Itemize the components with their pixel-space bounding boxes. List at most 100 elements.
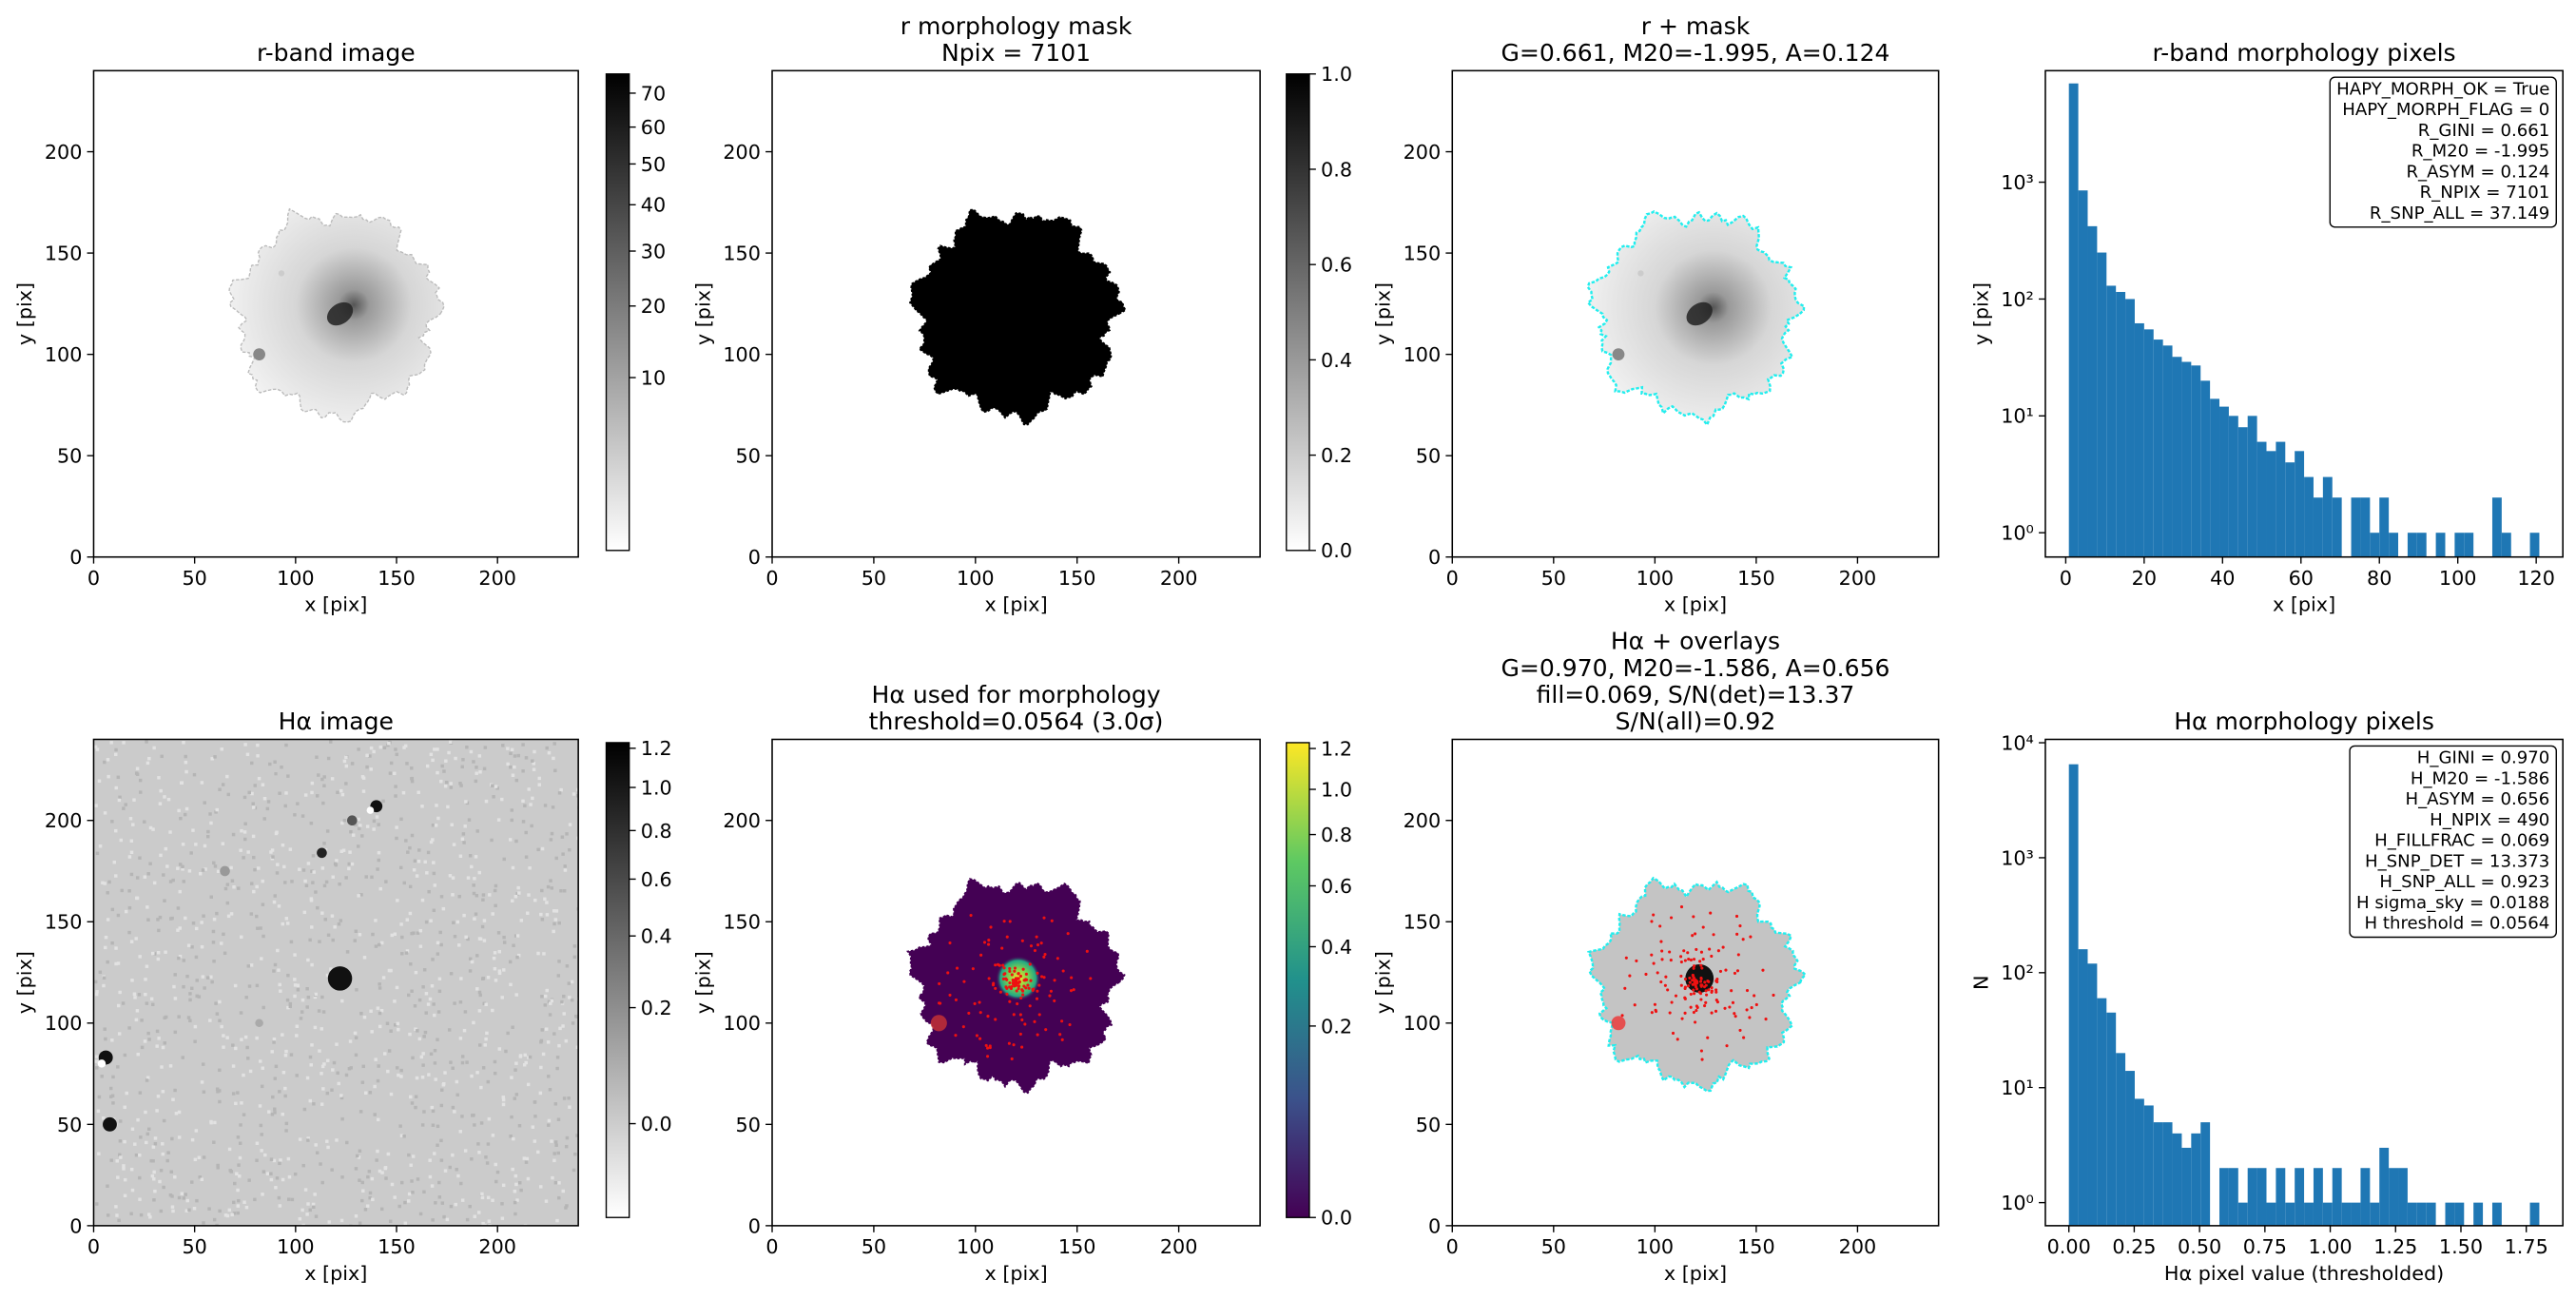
- mask-pixel: [1035, 997, 1039, 1000]
- noise: [555, 1056, 560, 1059]
- noise: [558, 1026, 562, 1031]
- noise: [537, 776, 541, 781]
- noise: [458, 854, 463, 858]
- mask-pixel: [1664, 975, 1668, 979]
- noise: [402, 881, 407, 885]
- mask-pixel: [954, 998, 959, 1001]
- noise: [258, 1104, 262, 1108]
- noise: [98, 970, 103, 975]
- noise: [344, 782, 348, 786]
- noise: [536, 951, 540, 956]
- noise: [275, 871, 280, 875]
- noise: [225, 883, 230, 886]
- noise: [527, 787, 531, 791]
- noise: [95, 1202, 99, 1206]
- noise: [381, 799, 385, 804]
- noise: [548, 1088, 552, 1092]
- noise: [431, 1218, 435, 1222]
- noise: [200, 944, 204, 949]
- mask-pixel: [1748, 1016, 1752, 1019]
- noise: [278, 1204, 282, 1208]
- noise: [394, 1023, 397, 1027]
- mask-pixel: [1650, 953, 1654, 957]
- noise: [441, 906, 446, 911]
- annotation-line: R_ASYM = 0.124: [2406, 162, 2549, 182]
- galaxy-core: [326, 301, 354, 326]
- noise: [270, 1113, 275, 1116]
- annotation-line: HAPY_MORPH_FLAG = 0: [2342, 100, 2549, 120]
- noise: [524, 756, 529, 760]
- noise: [139, 1213, 144, 1217]
- mask-pixel: [1015, 989, 1018, 993]
- noise: [410, 779, 415, 784]
- noise: [229, 912, 234, 916]
- noise: [236, 1135, 241, 1139]
- noise: [358, 1149, 362, 1154]
- mask-pixel: [1714, 990, 1718, 994]
- colorbar: [605, 73, 630, 552]
- noise: [526, 1082, 531, 1087]
- y-tick-label: 150: [723, 243, 761, 265]
- noise: [123, 1053, 127, 1057]
- x-tick-label: 150: [1737, 567, 1775, 590]
- noise: [348, 1039, 353, 1043]
- noise: [493, 1071, 497, 1076]
- noise: [316, 905, 320, 910]
- noise: [576, 794, 579, 798]
- noise: [516, 953, 521, 958]
- noise: [413, 859, 417, 863]
- noise: [223, 951, 227, 956]
- noise: [394, 747, 397, 751]
- bar: [2153, 1122, 2163, 1226]
- noise: [147, 1213, 151, 1216]
- noise: [420, 1076, 425, 1079]
- noise: [429, 840, 434, 844]
- noise: [253, 867, 257, 872]
- mask-pixel: [1050, 919, 1054, 922]
- noise: [176, 866, 180, 870]
- noise: [411, 1056, 415, 1060]
- bar: [2360, 1168, 2371, 1226]
- mask-pixel: [948, 941, 952, 945]
- noise: [193, 1039, 197, 1043]
- noise: [274, 772, 278, 776]
- noise: [482, 939, 487, 942]
- noise: [434, 824, 438, 827]
- noise: [452, 843, 456, 846]
- noise: [506, 762, 510, 766]
- mask-pixel: [1053, 979, 1056, 982]
- noise: [283, 1054, 288, 1057]
- noise: [551, 1175, 554, 1180]
- mask-pixel: [1036, 971, 1039, 975]
- noise: [458, 781, 462, 786]
- noise: [428, 1158, 432, 1162]
- noise: [234, 1101, 238, 1106]
- noise: [508, 960, 513, 964]
- noise: [155, 1029, 160, 1034]
- noise: [368, 1091, 373, 1095]
- noise: [156, 950, 161, 955]
- noise: [553, 1180, 558, 1185]
- noise: [526, 911, 530, 915]
- noise: [445, 1217, 450, 1222]
- mask-pixel: [1022, 984, 1026, 988]
- noise: [465, 1217, 470, 1222]
- noise: [473, 877, 476, 881]
- noise: [157, 928, 161, 933]
- noise: [308, 1208, 312, 1213]
- mask-pixel: [1692, 915, 1695, 919]
- noise: [493, 888, 497, 893]
- noise: [202, 1221, 205, 1225]
- noise: [556, 1151, 560, 1155]
- noise: [163, 795, 166, 799]
- noise: [440, 1088, 444, 1092]
- noise: [225, 901, 230, 905]
- bar: [2219, 1168, 2229, 1226]
- noise: [152, 881, 157, 885]
- noise: [390, 933, 395, 938]
- noise: [270, 848, 275, 852]
- noise: [555, 1218, 559, 1223]
- noise: [344, 755, 348, 760]
- mask-pixel: [1691, 973, 1695, 978]
- noise: [378, 745, 383, 749]
